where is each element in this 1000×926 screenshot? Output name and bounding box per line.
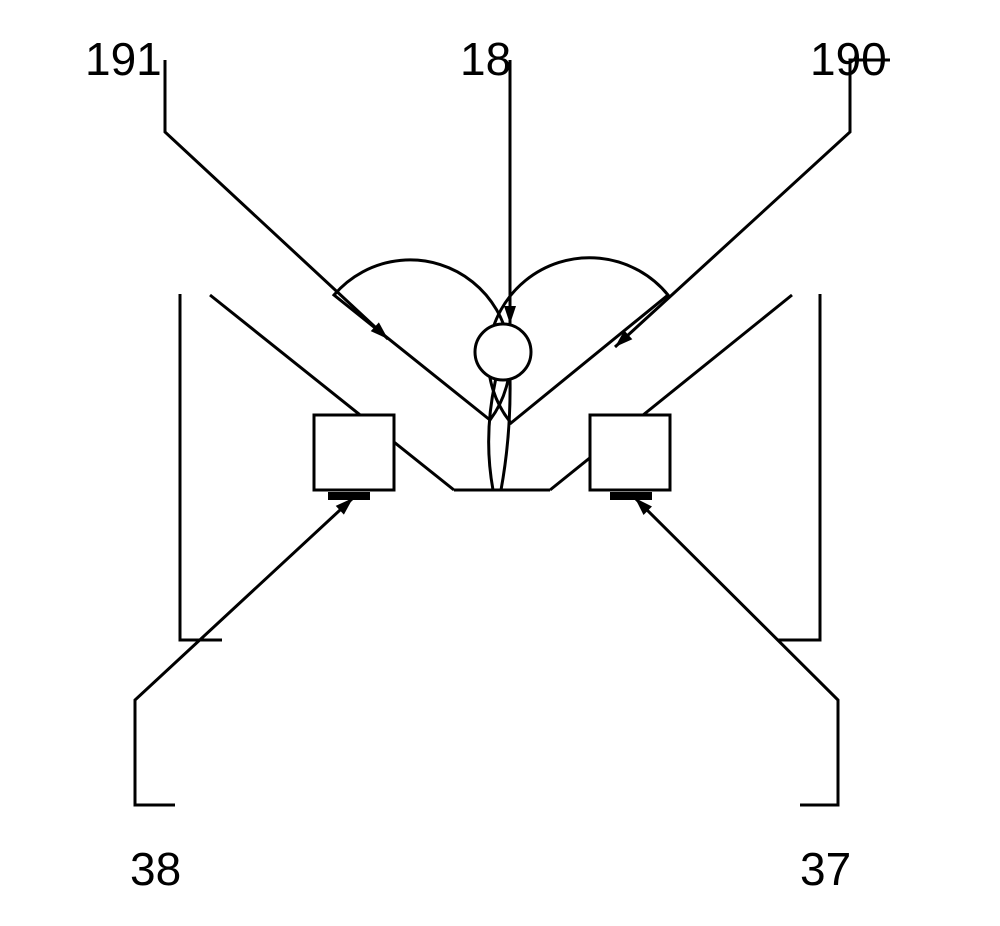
label-18: 18 bbox=[460, 33, 511, 85]
label-38: 38 bbox=[130, 843, 181, 895]
leader-191-line bbox=[165, 60, 388, 339]
label-37: 37 bbox=[800, 843, 851, 895]
bracket-right bbox=[778, 294, 820, 640]
block-right bbox=[590, 415, 670, 490]
leader-37-line bbox=[635, 498, 838, 805]
bracket-left bbox=[180, 294, 222, 640]
block-right-foot bbox=[610, 492, 652, 500]
center-circle bbox=[475, 324, 531, 380]
block-left bbox=[314, 415, 394, 490]
label-190: 190 bbox=[810, 33, 887, 85]
leader-18-arrowhead bbox=[504, 306, 516, 324]
leader-38-line bbox=[135, 498, 353, 805]
label-191: 191 bbox=[85, 33, 162, 85]
block-left-foot bbox=[328, 492, 370, 500]
